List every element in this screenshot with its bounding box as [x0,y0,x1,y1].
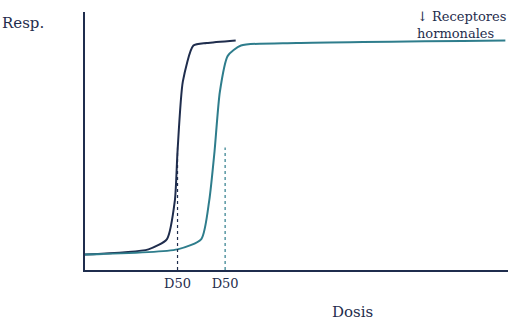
svg-text:D50: D50 [212,276,239,291]
svg-text:D50: D50 [164,276,191,291]
svg-text:↓ Receptoreshormonales: ↓ Receptoreshormonales [417,9,506,41]
svg-text:Dosis: Dosis [332,303,373,321]
svg-text:Resp.: Resp. [2,14,44,32]
